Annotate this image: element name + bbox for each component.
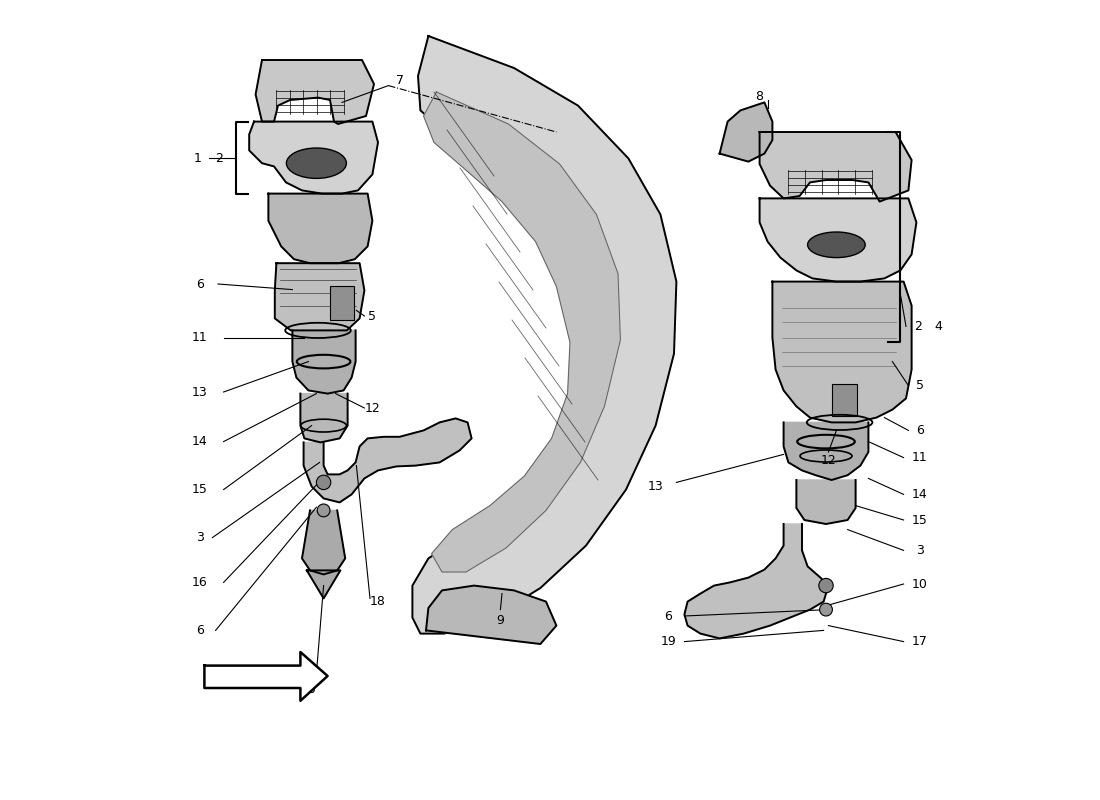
Polygon shape [719,102,772,162]
Text: 9: 9 [496,614,504,626]
Polygon shape [300,394,348,442]
Text: 17: 17 [912,635,927,648]
Text: 14: 14 [912,488,927,501]
Text: 18: 18 [370,595,386,608]
Polygon shape [772,282,912,422]
Text: 2: 2 [214,152,222,165]
Polygon shape [783,422,868,480]
Circle shape [820,603,833,616]
Text: 6: 6 [196,278,204,290]
Polygon shape [426,586,557,644]
Polygon shape [424,92,620,572]
Polygon shape [412,36,676,634]
Text: 2: 2 [914,320,922,333]
Text: 11: 11 [191,331,208,344]
Text: 11: 11 [912,451,927,464]
Text: 3: 3 [196,531,204,544]
Polygon shape [250,122,378,194]
Ellipse shape [807,232,866,258]
Text: 13: 13 [191,386,208,398]
Text: 15: 15 [912,514,927,526]
Ellipse shape [286,148,346,178]
Polygon shape [205,652,328,701]
Circle shape [317,475,331,490]
Circle shape [317,504,330,517]
Bar [832,384,857,416]
Text: 15: 15 [191,483,208,496]
Polygon shape [275,263,364,330]
Circle shape [818,578,833,593]
Text: 8: 8 [756,90,763,102]
Text: 5: 5 [915,379,924,392]
Text: 16: 16 [191,576,208,589]
Polygon shape [268,194,373,263]
Text: 13: 13 [648,480,663,493]
Polygon shape [684,524,828,638]
Text: 1: 1 [194,152,202,165]
Text: 14: 14 [191,435,208,448]
Bar [330,286,354,320]
Text: 6: 6 [915,424,924,437]
Polygon shape [304,418,472,502]
Polygon shape [255,60,374,124]
Polygon shape [796,480,856,524]
Text: 6: 6 [664,610,672,622]
Text: 6: 6 [196,624,204,637]
Polygon shape [293,330,355,394]
Polygon shape [760,132,912,202]
Text: 3: 3 [915,544,924,557]
Text: 5: 5 [368,310,376,322]
Polygon shape [302,510,345,574]
Text: 20: 20 [300,683,317,696]
Text: 19: 19 [660,635,676,648]
Text: 7: 7 [396,74,404,86]
Polygon shape [307,570,340,598]
Text: 4: 4 [934,320,942,333]
Text: 10: 10 [912,578,927,590]
Text: 12: 12 [364,402,381,414]
Text: 12: 12 [821,454,836,466]
Polygon shape [760,198,916,282]
